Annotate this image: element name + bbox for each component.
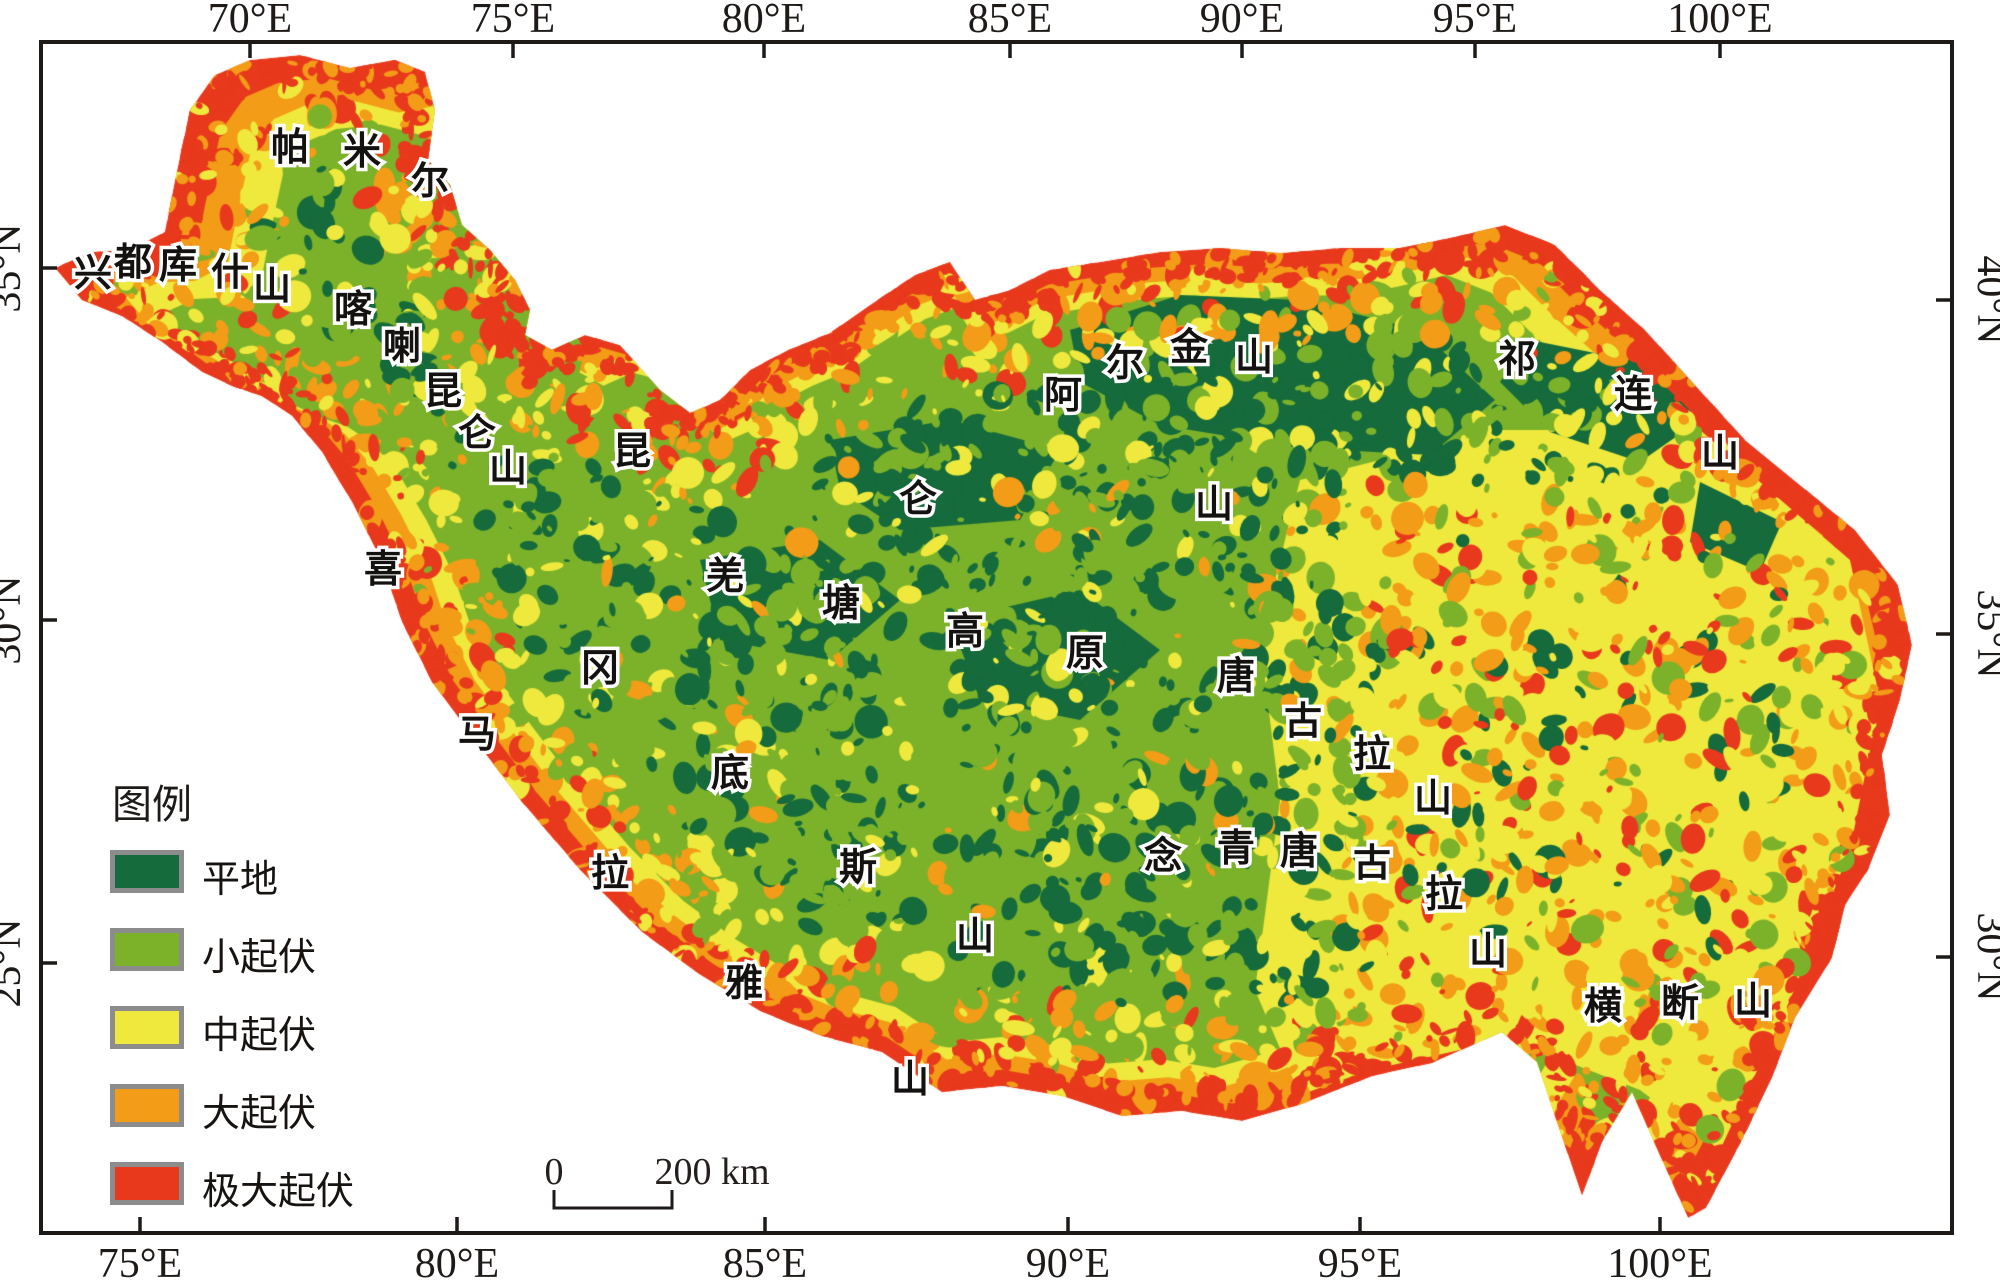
map-char: 念 [1144,835,1182,878]
axis-label-bottom: 90°E [1026,1241,1110,1283]
map-char: 山 [1701,433,1739,475]
range-label-阿尔金山: 阿尔金山 [1040,323,1276,421]
map-char: 兴 [74,253,112,295]
map-char: 尔 [411,161,449,203]
axis-label-left: 30°N [0,575,30,664]
map-char: 山 [1235,337,1273,379]
range-label-昆仑山: 昆仑 山 [609,428,1236,530]
map-char: 高 [946,611,984,653]
map-char: 都 [113,242,152,284]
map-char: 金 [1169,326,1209,369]
map-labels: 帕米尔兴都库什山喀喇昆仑山喜马拉雅山冈底斯山昆仑 山羌塘高原阿尔金山祁连山唐古拉山… [70,124,1775,1105]
map-frame [39,40,1954,1235]
map-char: 斯 [839,847,877,889]
range-label-祁连山: 祁连山 [1494,336,1742,479]
axis-label-bottom: 95°E [1318,1241,1402,1283]
map-char: 尔 [1106,343,1144,385]
axis-label-top: 80°E [722,0,806,42]
scale-end-label: 200 km [654,1151,769,1193]
map-char: 拉 [591,853,629,895]
map-char: 山 [1414,778,1452,820]
map-char: 连 [1614,374,1652,416]
axis-label-left: 25°N [0,918,30,1007]
map-char: 山 [1195,484,1233,526]
map-char: 库 [159,245,197,287]
scale-bar-bracket [552,1190,674,1210]
map-char: 山 [1469,931,1507,973]
axis-label-left: 35°N [0,223,30,312]
map-char: 喀 [334,289,372,331]
axis-label-right: 40°N [1968,255,2000,344]
axis-label-right: 35°N [1968,589,2000,678]
axis-label-right: 30°N [1968,912,2000,1001]
map-char: 底 [711,753,749,795]
axis-label-bottom: 75°E [98,1241,182,1283]
map-char: 山 [956,916,994,958]
range-label-兴都库什山: 兴都库什山 [70,239,294,312]
map-char: 昆 [613,431,651,473]
map-char: 仑 [899,479,937,521]
map-char: 山 [489,448,527,490]
map-char: 马 [458,714,496,756]
axis-label-top: 100°E [1667,0,1772,42]
map-char: 阿 [1044,375,1082,417]
map-char: 雅 [725,963,763,1005]
map-char: 山 [891,1059,929,1101]
map-char: 喜 [364,549,402,591]
axis-label-bottom: 100°E [1607,1241,1712,1283]
axis-label-bottom: 85°E [723,1241,807,1283]
map-char: 仑 [458,413,496,455]
map-char: 昆 [424,371,462,413]
map-char: 唐 [1280,830,1318,873]
map-char: 什 [211,252,249,294]
map-char: 山 [253,266,291,308]
map-char: 唐 [1217,655,1255,698]
map-char: 帕 [271,127,309,169]
map-char: 断 [1661,983,1699,1025]
range-label-横断山: 横断山 [1580,978,1775,1032]
scale-zero-label: 0 [545,1151,564,1193]
map-char: 原 [1066,633,1104,675]
map-char: 山 [1734,981,1772,1023]
axis-label-top: 70°E [208,0,292,42]
scale-bar: 0 200 km [545,1151,770,1210]
map-char: 青 [1217,828,1255,870]
map-char: 塘 [822,583,860,625]
map-char: 祁 [1498,339,1536,381]
range-label-帕米尔: 帕米尔 [267,124,452,207]
map-char: 喇 [383,326,421,368]
axis-label-top: 85°E [968,0,1052,42]
axis-label-bottom: 80°E [415,1241,499,1283]
map-char: 横 [1584,986,1622,1028]
map-char: 冈 [581,648,619,690]
map-char: 米 [343,131,381,173]
map-char: 羌 [706,556,744,598]
map-char: 拉 [1353,734,1391,776]
axis-label-top: 75°E [471,0,555,42]
range-label-念青唐古拉山: 念青唐古拉山 [1140,825,1510,977]
map-char: 古 [1284,701,1322,743]
map-char: 古 [1353,843,1391,885]
axis-label-top: 95°E [1433,0,1517,42]
axis-label-top: 90°E [1200,0,1284,42]
map-char: 拉 [1425,874,1463,916]
